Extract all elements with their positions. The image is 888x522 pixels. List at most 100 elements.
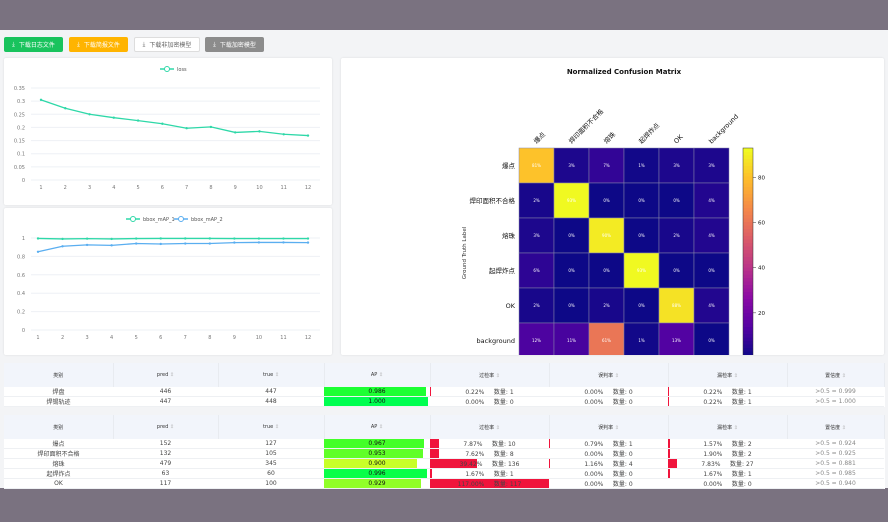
button-label: 下载加密模型 <box>219 42 256 49</box>
rate-value: 1.90% <box>703 451 723 458</box>
cell-label: 3% <box>568 163 575 168</box>
table-row[interactable]: 爆点 152 127 0.967 7.87% 数量: 10 0.79% 数量: 1 1.57… <box>4 439 884 449</box>
column-header[interactable]: AP ⇳ <box>324 363 431 387</box>
y-tick-label: 0 <box>22 178 25 184</box>
colorbar-segment <box>743 302 753 306</box>
sort-icon[interactable]: ⇳ <box>495 372 500 379</box>
table-row[interactable]: 焊印面积不合格 132 105 0.953 7.62% 数量: 8 0.00% 数量: 0… <box>4 448 884 459</box>
column-header[interactable]: 置信度 ⇳ <box>787 415 885 439</box>
column-header[interactable]: AP ⇳ <box>324 415 431 439</box>
column-header[interactable]: true ⇳ <box>218 363 325 387</box>
metrics-tables: 类别 pred ⇳ true ⇳ AP ⇳ 过检率 ⇳ 误判率 ⇳ 漏检率 ⇳ 置信度 ⇳ 焊盘… <box>4 363 885 497</box>
sort-icon[interactable]: ⇳ <box>733 372 738 379</box>
sort-icon[interactable]: ⇳ <box>274 424 280 430</box>
ap-cell: 0.929 <box>324 478 430 489</box>
rate-cell: 7.87% 数量: 10 <box>430 439 549 449</box>
sort-icon[interactable]: ⇳ <box>169 424 175 430</box>
confidence-cell: >0.5 = 0.985 <box>787 468 884 479</box>
sort-icon[interactable]: ⇳ <box>378 372 384 378</box>
header-label: true <box>262 424 274 430</box>
toolbar-button-1[interactable]: ⤓ 下载简报文件 <box>69 37 128 52</box>
true-cell: 127 <box>218 439 324 449</box>
cell-label: 0% <box>568 233 575 238</box>
sort-icon[interactable]: ⇳ <box>614 424 619 431</box>
sort-icon[interactable]: ⇳ <box>495 424 500 431</box>
toolbar-button-0[interactable]: ⤓ 下载日志文件 <box>4 37 63 52</box>
column-header[interactable]: 类别 <box>4 363 114 387</box>
table-row[interactable]: 焊盘 446 447 0.986 0.22% 数量: 1 0.00% 数量: 0 0.22%… <box>4 387 884 397</box>
rate-cell: 0.00% 数量: 0 <box>549 387 668 397</box>
toolbar-button-2[interactable]: ⤓ 下载非加密模型 <box>134 37 200 52</box>
table-header: 类别 pred ⇳ true ⇳ AP ⇳ 过检率 ⇳ 误判率 ⇳ 漏检率 ⇳ 置信度 ⇳ <box>4 363 885 387</box>
count-value: 数量: 0 <box>612 471 633 478</box>
confidence-cell: >0.5 = 0.924 <box>787 439 884 449</box>
column-header[interactable]: 漏检率 ⇳ <box>668 415 788 439</box>
matrix-cell <box>518 147 555 184</box>
column-header[interactable]: 置信度 ⇳ <box>787 363 885 387</box>
rate-value: 1.67% <box>465 471 485 478</box>
colorbar-segment <box>743 249 753 254</box>
rate-cell: 0.22% 数量: 1 <box>668 387 787 397</box>
colorbar-segment <box>743 193 753 198</box>
colorbar-segment <box>743 197 753 201</box>
column-header[interactable]: true ⇳ <box>218 415 325 439</box>
sort-icon[interactable]: ⇳ <box>733 424 738 431</box>
count-value: 数量: 0 <box>493 399 514 406</box>
data-point <box>61 237 64 241</box>
column-header[interactable]: 过检率 ⇳ <box>430 363 550 387</box>
cell-label: 61% <box>602 338 611 343</box>
x-tick-label: 6 <box>159 335 162 341</box>
colorbar-segment <box>743 235 753 240</box>
count-value: 数量: 27 <box>730 461 754 468</box>
table-row[interactable]: 熔珠 479 345 0.900 39.42% 数量: 136 1.16% 数量: 4 7.… <box>4 458 884 469</box>
rate-value: 0.22% <box>703 389 723 396</box>
column-header[interactable]: 误判率 ⇳ <box>549 415 669 439</box>
x-tick-label: 4 <box>112 185 115 191</box>
sort-icon[interactable]: ⇳ <box>614 372 619 379</box>
rate-cell: 0.00% 数量: 0 <box>549 468 668 479</box>
matrix-cell <box>658 147 695 184</box>
sort-icon[interactable]: ⇳ <box>378 424 384 430</box>
data-point <box>233 237 236 240</box>
table-row[interactable]: 焊锡轨迹 447 448 1.000 0.00% 数量: 0 0.00% 数量: 0 0.2… <box>4 396 884 407</box>
sort-icon[interactable]: ⇳ <box>841 424 846 431</box>
colorbar-segment <box>743 263 753 268</box>
true-cell: 100 <box>218 478 324 489</box>
colorbar-segment <box>743 326 753 331</box>
cell-label: 11% <box>567 338 576 343</box>
colorbar-segment <box>743 316 753 320</box>
column-header[interactable]: 漏检率 ⇳ <box>668 363 788 387</box>
data-point <box>184 237 187 240</box>
cell-label: 0% <box>638 303 645 308</box>
count-value: 数量: 1 <box>731 471 752 478</box>
sort-icon[interactable]: ⇳ <box>169 372 175 378</box>
colorbar-segment <box>743 158 753 163</box>
rate-cell: 0.00% 数量: 0 <box>549 448 668 459</box>
column-header[interactable]: pred ⇳ <box>113 415 219 439</box>
y-tick-label: 0.1 <box>17 152 25 158</box>
main-content: ⤓ 下载日志文件 ⤓ 下载简报文件 ⤓ 下载非加密模型 ⤓ 下载加密模型 0 0.05 0.1 0.… <box>0 30 888 489</box>
data-point <box>85 243 89 247</box>
class-cell: 爆点 <box>4 439 113 449</box>
y-tick-label: 0.2 <box>17 310 25 316</box>
sort-icon[interactable]: ⇳ <box>274 372 280 378</box>
matrix-cell <box>588 147 625 184</box>
sort-icon[interactable]: ⇳ <box>841 372 846 379</box>
table-row[interactable]: 起焊炸点 63 60 0.996 1.67% 数量: 1 0.00% 数量: 0 1.67%… <box>4 468 884 479</box>
toolbar-button-3[interactable]: ⤓ 下载加密模型 <box>205 37 264 52</box>
column-header[interactable]: pred ⇳ <box>113 363 219 387</box>
colorbar-segment <box>743 330 753 334</box>
ap-bar <box>324 449 423 458</box>
rate-bar <box>668 459 678 468</box>
column-header[interactable]: 类别 <box>4 415 114 439</box>
header-label: AP <box>370 372 378 378</box>
ap-cell: 0.996 <box>324 468 430 479</box>
column-header[interactable]: 误判率 ⇳ <box>549 363 669 387</box>
ap-bar <box>324 459 418 468</box>
column-header[interactable]: 过检率 ⇳ <box>430 415 550 439</box>
rate-bar <box>668 397 670 406</box>
y-tick-label: 0.8 <box>17 254 25 260</box>
cell-label: 3% <box>673 163 680 168</box>
count-value: 数量: 2 <box>731 451 752 458</box>
